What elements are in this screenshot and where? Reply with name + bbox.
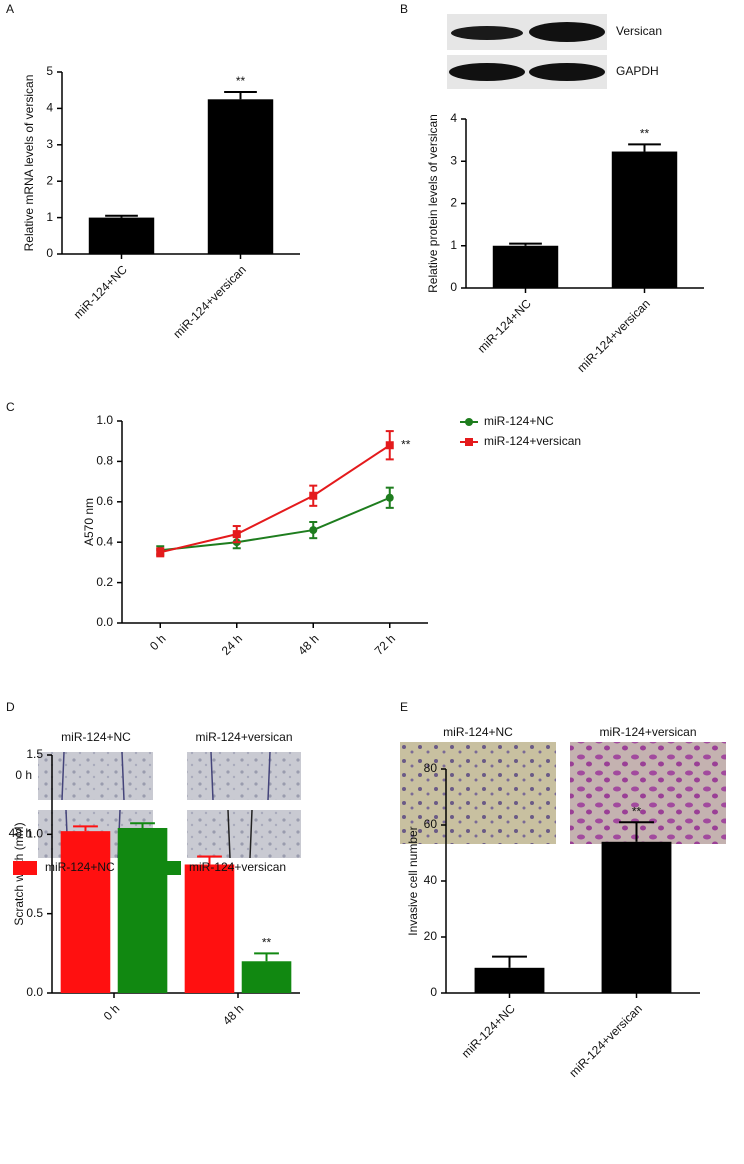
image-column-label: miR-124+NC bbox=[443, 725, 513, 739]
y-tick-label: 0 bbox=[46, 246, 53, 260]
y-tick-label: 0.0 bbox=[96, 615, 113, 629]
panel-label: C bbox=[6, 400, 15, 414]
x-tick-label: 24 h bbox=[219, 631, 245, 657]
y-tick-label: 1 bbox=[450, 238, 457, 252]
panel-label: E bbox=[400, 700, 408, 714]
y-tick-label: 1.0 bbox=[96, 413, 113, 427]
y-tick-label: 0.2 bbox=[96, 575, 113, 589]
blot bbox=[447, 14, 607, 89]
bar bbox=[241, 961, 292, 993]
y-tick-label: 0.6 bbox=[96, 494, 113, 508]
significance-label: ** bbox=[236, 74, 246, 88]
panel-label: D bbox=[6, 700, 15, 714]
x-tick-label: 48 h bbox=[220, 1001, 246, 1027]
blot-label: GAPDH bbox=[616, 64, 659, 78]
y-tick-label: 4 bbox=[46, 101, 53, 115]
x-tick-label: 0 h bbox=[147, 631, 169, 653]
panel-label: B bbox=[400, 2, 408, 16]
y-tick-label: 20 bbox=[424, 929, 438, 943]
legend-swatch bbox=[13, 861, 37, 875]
legend-swatch bbox=[157, 861, 181, 875]
legend-label: miR-124+versican bbox=[189, 860, 286, 874]
significance-label: ** bbox=[640, 127, 650, 141]
blot-label: Versican bbox=[616, 24, 662, 38]
y-axis-label: Relative protein levels of versican bbox=[426, 114, 440, 293]
bar bbox=[474, 967, 545, 993]
y-tick-label: 1.5 bbox=[26, 747, 43, 761]
bar bbox=[601, 841, 672, 993]
x-tick-label: miR-124+versican bbox=[170, 262, 249, 341]
y-tick-label: 0.5 bbox=[26, 906, 43, 920]
x-tick-label: miR-124+versican bbox=[574, 296, 653, 375]
y-tick-label: 80 bbox=[424, 761, 438, 775]
y-tick-label: 2 bbox=[450, 196, 457, 210]
y-axis-label: Invasive cell number bbox=[406, 826, 420, 935]
y-tick-label: 0 bbox=[430, 985, 437, 999]
legend-label: miR-124+versican bbox=[484, 434, 581, 448]
image-column-label: miR-124+versican bbox=[599, 725, 696, 739]
invasion-images bbox=[400, 742, 726, 844]
significance-label: ** bbox=[262, 936, 272, 950]
marker bbox=[385, 441, 394, 450]
image-column-label: miR-124+versican bbox=[195, 730, 292, 744]
legend-marker bbox=[465, 438, 473, 446]
image-column-label: miR-124+NC bbox=[61, 730, 131, 744]
y-tick-label: 0 bbox=[450, 280, 457, 294]
x-tick-label: miR-124+NC bbox=[71, 262, 130, 321]
y-tick-label: 1 bbox=[46, 210, 53, 224]
y-tick-label: 40 bbox=[424, 873, 438, 887]
y-tick-label: 0.8 bbox=[96, 454, 113, 468]
y-axis-label: Relative mRNA levels of versican bbox=[22, 75, 36, 252]
x-tick-label: miR-124+NC bbox=[475, 296, 534, 355]
marker bbox=[309, 491, 318, 500]
bar bbox=[492, 245, 559, 288]
x-tick-label: 0 h bbox=[101, 1001, 123, 1023]
bar bbox=[611, 151, 678, 288]
image-row-label: 0 h bbox=[15, 768, 32, 782]
legend-label: miR-124+NC bbox=[484, 414, 554, 428]
y-tick-label: 3 bbox=[46, 137, 53, 151]
legend-marker bbox=[465, 418, 473, 426]
panel-label: A bbox=[6, 2, 14, 16]
x-tick-label: 72 h bbox=[372, 631, 398, 657]
bar bbox=[207, 99, 274, 254]
y-tick-label: 0.0 bbox=[26, 985, 43, 999]
x-tick-label: 48 h bbox=[295, 631, 321, 657]
y-tick-label: 2 bbox=[46, 173, 53, 187]
significance-label: ** bbox=[632, 804, 642, 818]
marker bbox=[156, 548, 165, 557]
bar bbox=[184, 864, 235, 993]
y-tick-label: 4 bbox=[450, 111, 457, 125]
y-tick-label: 1.0 bbox=[26, 827, 43, 841]
line bbox=[160, 444, 391, 554]
y-tick-label: 5 bbox=[46, 64, 53, 78]
legend-label: miR-124+NC bbox=[45, 860, 115, 874]
bar bbox=[117, 827, 168, 993]
y-tick-label: 0.4 bbox=[96, 534, 113, 548]
y-axis-label: A570 nm bbox=[82, 498, 96, 546]
bar bbox=[88, 217, 155, 254]
y-tick-label: 60 bbox=[424, 817, 438, 831]
y-tick-label: 3 bbox=[450, 153, 457, 167]
marker bbox=[385, 493, 394, 502]
marker bbox=[309, 526, 318, 535]
x-tick-label: miR-124+NC bbox=[459, 1001, 518, 1060]
image-row-label: 48 h bbox=[9, 826, 32, 840]
line bbox=[160, 496, 391, 552]
marker bbox=[232, 530, 241, 539]
x-tick-label: miR-124+versican bbox=[566, 1001, 645, 1080]
significance-label: ** bbox=[401, 437, 411, 451]
bar bbox=[60, 831, 111, 993]
